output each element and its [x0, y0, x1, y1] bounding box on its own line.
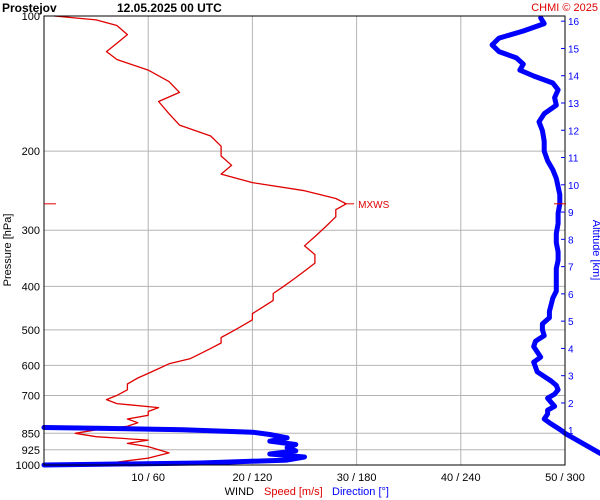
- altitude-tick-label: 5: [568, 317, 574, 328]
- pressure-tick-label: 700: [22, 390, 40, 402]
- altitude-tick-label: 15: [568, 44, 580, 55]
- altitude-tick-label: 12: [568, 126, 580, 137]
- altitude-tick-label: 13: [568, 99, 580, 110]
- altitude-tick-label: 2: [568, 399, 574, 410]
- series-layer: [41, 15, 600, 468]
- pressure-tick-label: 500: [22, 325, 40, 337]
- pressure-tick-label: 400: [22, 281, 40, 293]
- pressure-axis-ticks: 100 200 300 400 500 600 700 850 925 1000: [16, 11, 40, 472]
- altitude-tick-label: 9: [568, 208, 574, 219]
- wind-tick-label: 50 / 300: [545, 472, 585, 484]
- pressure-tick-label: 600: [22, 360, 40, 372]
- speed-series-line: [53, 15, 347, 466]
- max-wind-marker: MXWS: [44, 200, 566, 211]
- altitude-tick-label: 7: [568, 263, 574, 274]
- pressure-tick-label: 300: [22, 225, 40, 237]
- pressure-tick-label: 1000: [16, 460, 40, 472]
- speed-axis-label: Speed [m/s]: [264, 486, 323, 498]
- altitude-tick-label: 4: [568, 344, 574, 355]
- altitude-tick-label: 11: [568, 154, 579, 165]
- altitude-tick-label: 8: [568, 235, 574, 246]
- wind-tick-label: 30 / 180: [337, 472, 377, 484]
- altitude-tick-label: 3: [568, 372, 574, 383]
- direction-axis-label: Direction [°]: [332, 486, 389, 498]
- direction-series-line: [41, 425, 307, 468]
- credit-label: CHMI © 2025: [531, 2, 598, 14]
- altitude-tick-label: 16: [568, 17, 580, 28]
- station-name: Prostejov: [2, 1, 57, 15]
- altitude-tick-label: 10: [568, 181, 580, 192]
- pressure-tick-label: 850: [22, 428, 40, 440]
- altitude-tick-label: 14: [568, 72, 580, 83]
- pressure-tick-label: 100: [22, 11, 40, 23]
- mxws-label: MXWS: [358, 200, 389, 211]
- altitude-tick-label: 1: [568, 426, 574, 437]
- altitude-tick-label: 6: [568, 290, 574, 301]
- pressure-tick-label: 200: [22, 146, 40, 158]
- pressure-axis-label: Pressure [hPa]: [2, 214, 14, 287]
- altitude-axis-label: Altitude [km]: [590, 220, 600, 281]
- wind-axis-label: WIND: [225, 486, 254, 498]
- direction-series-line: [489, 15, 600, 457]
- pressure-tick-label: 925: [22, 445, 40, 457]
- wind-tick-label: 20 / 120: [233, 472, 273, 484]
- wind-axis-ticks: 10 / 60 20 / 120 30 / 180 40 / 240 50 / 300: [131, 472, 585, 484]
- chart-datetime: 12.05.2025 00 UTC: [117, 1, 222, 15]
- plot-frame: [43, 15, 566, 466]
- wind-tick-label: 10 / 60: [131, 472, 165, 484]
- wind-tick-label: 40 / 240: [441, 472, 481, 484]
